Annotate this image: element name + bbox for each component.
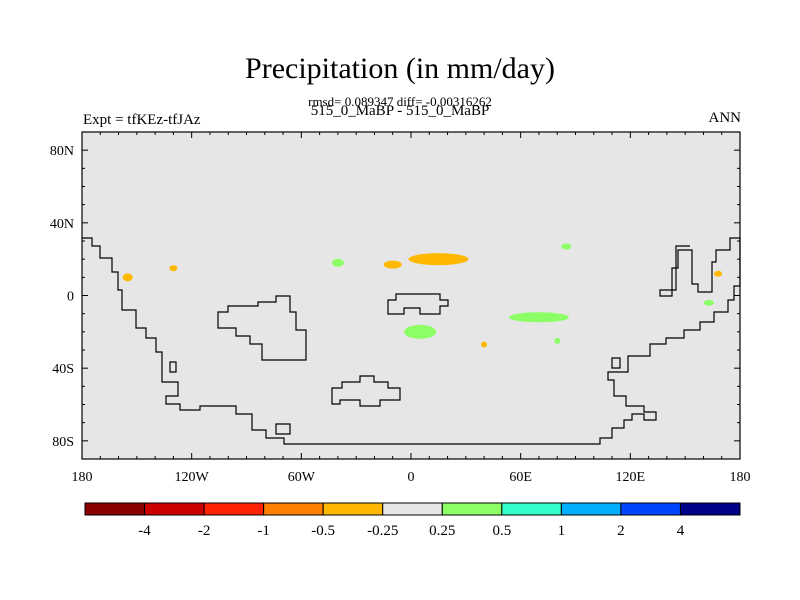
colorbar-swatch — [382, 502, 443, 516]
colorbar-label: 0.25 — [429, 523, 455, 539]
anomaly-patch-negative — [481, 341, 488, 348]
colorbar-swatch — [144, 502, 205, 516]
anomaly-patch-negative — [714, 270, 723, 277]
coastline-1 — [659, 237, 741, 297]
coastline-2 — [217, 295, 307, 361]
coastline-4 — [331, 375, 401, 407]
x-tick-label: 180 — [72, 470, 93, 485]
chart-subtitle: 515_0_MaBP - 515_0_MaBP — [310, 103, 490, 119]
chart-title: Precipitation (in mm/day) — [245, 52, 555, 85]
coastline-6 — [275, 423, 291, 435]
colorbar-swatch — [620, 502, 681, 516]
coastline-5 — [169, 361, 177, 373]
y-tick-label: 80N — [50, 144, 74, 159]
anomaly-patch-negative — [122, 273, 133, 282]
colorbar-swatch — [203, 502, 265, 516]
x-tick-label: 60E — [509, 470, 532, 485]
x-tick-label: 60W — [288, 470, 316, 485]
colorbar-label: -1 — [257, 523, 270, 539]
season-label: ANN — [708, 110, 742, 126]
map-background — [82, 132, 740, 459]
colorbar-swatch — [441, 502, 503, 516]
anomaly-patch-positive — [703, 299, 714, 306]
colorbar-swatch — [501, 502, 562, 516]
y-tick-label: 80S — [52, 435, 74, 450]
colorbar-swatch — [322, 502, 384, 516]
anomaly-patch-positive — [554, 337, 561, 344]
x-tick-label: 180 — [730, 470, 751, 485]
anomaly-patch-negative — [383, 260, 402, 269]
colorbar-label: 4 — [677, 523, 685, 539]
y-tick-label: 0 — [67, 290, 74, 305]
coastline-3 — [387, 293, 449, 315]
anomaly-patch-positive — [508, 312, 569, 323]
anomaly-patch-negative — [408, 253, 469, 266]
experiment-label: Expt = tfKEz-tfJAz — [83, 112, 201, 128]
anomaly-patch-negative — [169, 265, 178, 272]
y-tick-label: 40S — [52, 362, 74, 377]
colorbar-swatch — [84, 502, 146, 516]
x-tick-label: 120W — [175, 470, 210, 485]
colorbar-label: 2 — [617, 523, 625, 539]
coastline-0 — [82, 237, 741, 445]
anomaly-patch-positive — [404, 324, 437, 339]
anomaly-patch-positive — [561, 243, 572, 250]
y-tick-label: 40N — [50, 217, 74, 232]
coastline-7 — [611, 357, 621, 369]
colorbar-label: -4 — [138, 523, 151, 539]
x-tick-label: 0 — [408, 470, 415, 485]
colorbar-swatch — [560, 502, 622, 516]
colorbar-label: -2 — [198, 523, 211, 539]
colorbar-swatch — [263, 502, 324, 516]
anomaly-patch-positive — [331, 258, 344, 267]
colorbar-label: 1 — [558, 523, 566, 539]
colorbar-label: 0.5 — [492, 523, 511, 539]
x-tick-label: 120E — [616, 470, 646, 485]
colorbar-label: -0.25 — [367, 523, 398, 539]
colorbar-label: -0.5 — [311, 523, 335, 539]
stats-line: rmsd= 0.089347 diff= -0.00316262 — [308, 94, 492, 109]
colorbar-swatch — [679, 502, 741, 516]
